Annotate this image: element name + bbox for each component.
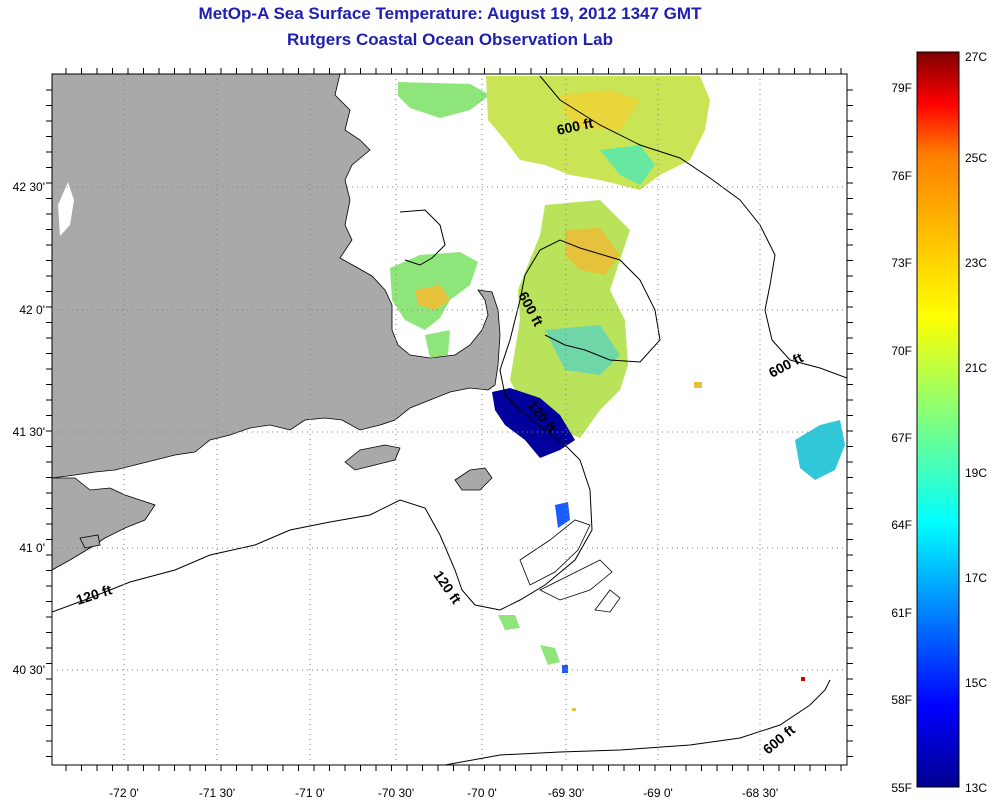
island-block bbox=[79, 534, 101, 549]
latitude-labels: 42 30' 42 0' 41 30' 41 0' 40 30' bbox=[13, 180, 45, 677]
celsius-label: 15C bbox=[965, 676, 987, 690]
land-south-coast bbox=[52, 477, 156, 571]
fahrenheit-label: 67F bbox=[891, 431, 912, 445]
lon-label: -71 30' bbox=[199, 786, 235, 800]
lon-label: -72 0' bbox=[109, 786, 139, 800]
lon-label: -68 30' bbox=[742, 786, 778, 800]
celsius-label: 17C bbox=[965, 571, 987, 585]
island-marthas-vineyard bbox=[344, 444, 401, 471]
lat-label: 42 30' bbox=[13, 180, 45, 194]
fahrenheit-label: 58F bbox=[891, 693, 912, 707]
lon-label: -69 30' bbox=[548, 786, 584, 800]
lat-label: 41 0' bbox=[19, 541, 45, 555]
map-subtitle: Rutgers Coastal Ocean Observation Lab bbox=[287, 30, 613, 49]
map-title: MetOp-A Sea Surface Temperature: August … bbox=[198, 4, 702, 23]
lon-label: -70 0' bbox=[467, 786, 497, 800]
lat-label: 41 30' bbox=[13, 425, 45, 439]
lat-label: 40 30' bbox=[13, 663, 45, 677]
celsius-label: 13C bbox=[965, 781, 987, 795]
lon-label: -71 0' bbox=[295, 786, 325, 800]
graticule bbox=[52, 74, 847, 765]
celsius-label: 27C bbox=[965, 50, 987, 64]
fahrenheit-label: 64F bbox=[891, 518, 912, 532]
depth-contours bbox=[52, 75, 847, 765]
shoal-contours bbox=[519, 519, 621, 613]
sst-patches bbox=[390, 76, 845, 711]
longitude-labels: -72 0' -71 30' -71 0' -70 30' -70 0' -69… bbox=[109, 786, 778, 800]
fahrenheit-label: 70F bbox=[891, 344, 912, 358]
celsius-label: 25C bbox=[965, 151, 987, 165]
fahrenheit-label: 73F bbox=[891, 256, 912, 270]
celsius-label: 21C bbox=[965, 361, 987, 375]
celsius-label: 23C bbox=[965, 256, 987, 270]
colorbar bbox=[916, 51, 960, 788]
lon-label: -70 30' bbox=[378, 786, 414, 800]
fahrenheit-label: 76F bbox=[891, 169, 912, 183]
fahrenheit-label: 79F bbox=[891, 81, 912, 95]
map-frame bbox=[51, 73, 848, 766]
colorbar-celsius-labels: 27C 25C 23C 21C 19C 17C 15C 13C bbox=[965, 50, 987, 795]
contour-label: 600 ft bbox=[555, 115, 594, 138]
celsius-label: 19C bbox=[965, 466, 987, 480]
colorbar-fahrenheit-labels: 79F 76F 73F 70F 67F 64F 61F 58F 55F bbox=[891, 81, 912, 795]
land-patch-white bbox=[58, 182, 74, 236]
island-nantucket bbox=[454, 467, 493, 491]
fahrenheit-label: 55F bbox=[891, 781, 912, 795]
lat-label: 42 0' bbox=[19, 303, 45, 317]
fahrenheit-label: 61F bbox=[891, 606, 912, 620]
lon-label: -69 0' bbox=[643, 786, 673, 800]
